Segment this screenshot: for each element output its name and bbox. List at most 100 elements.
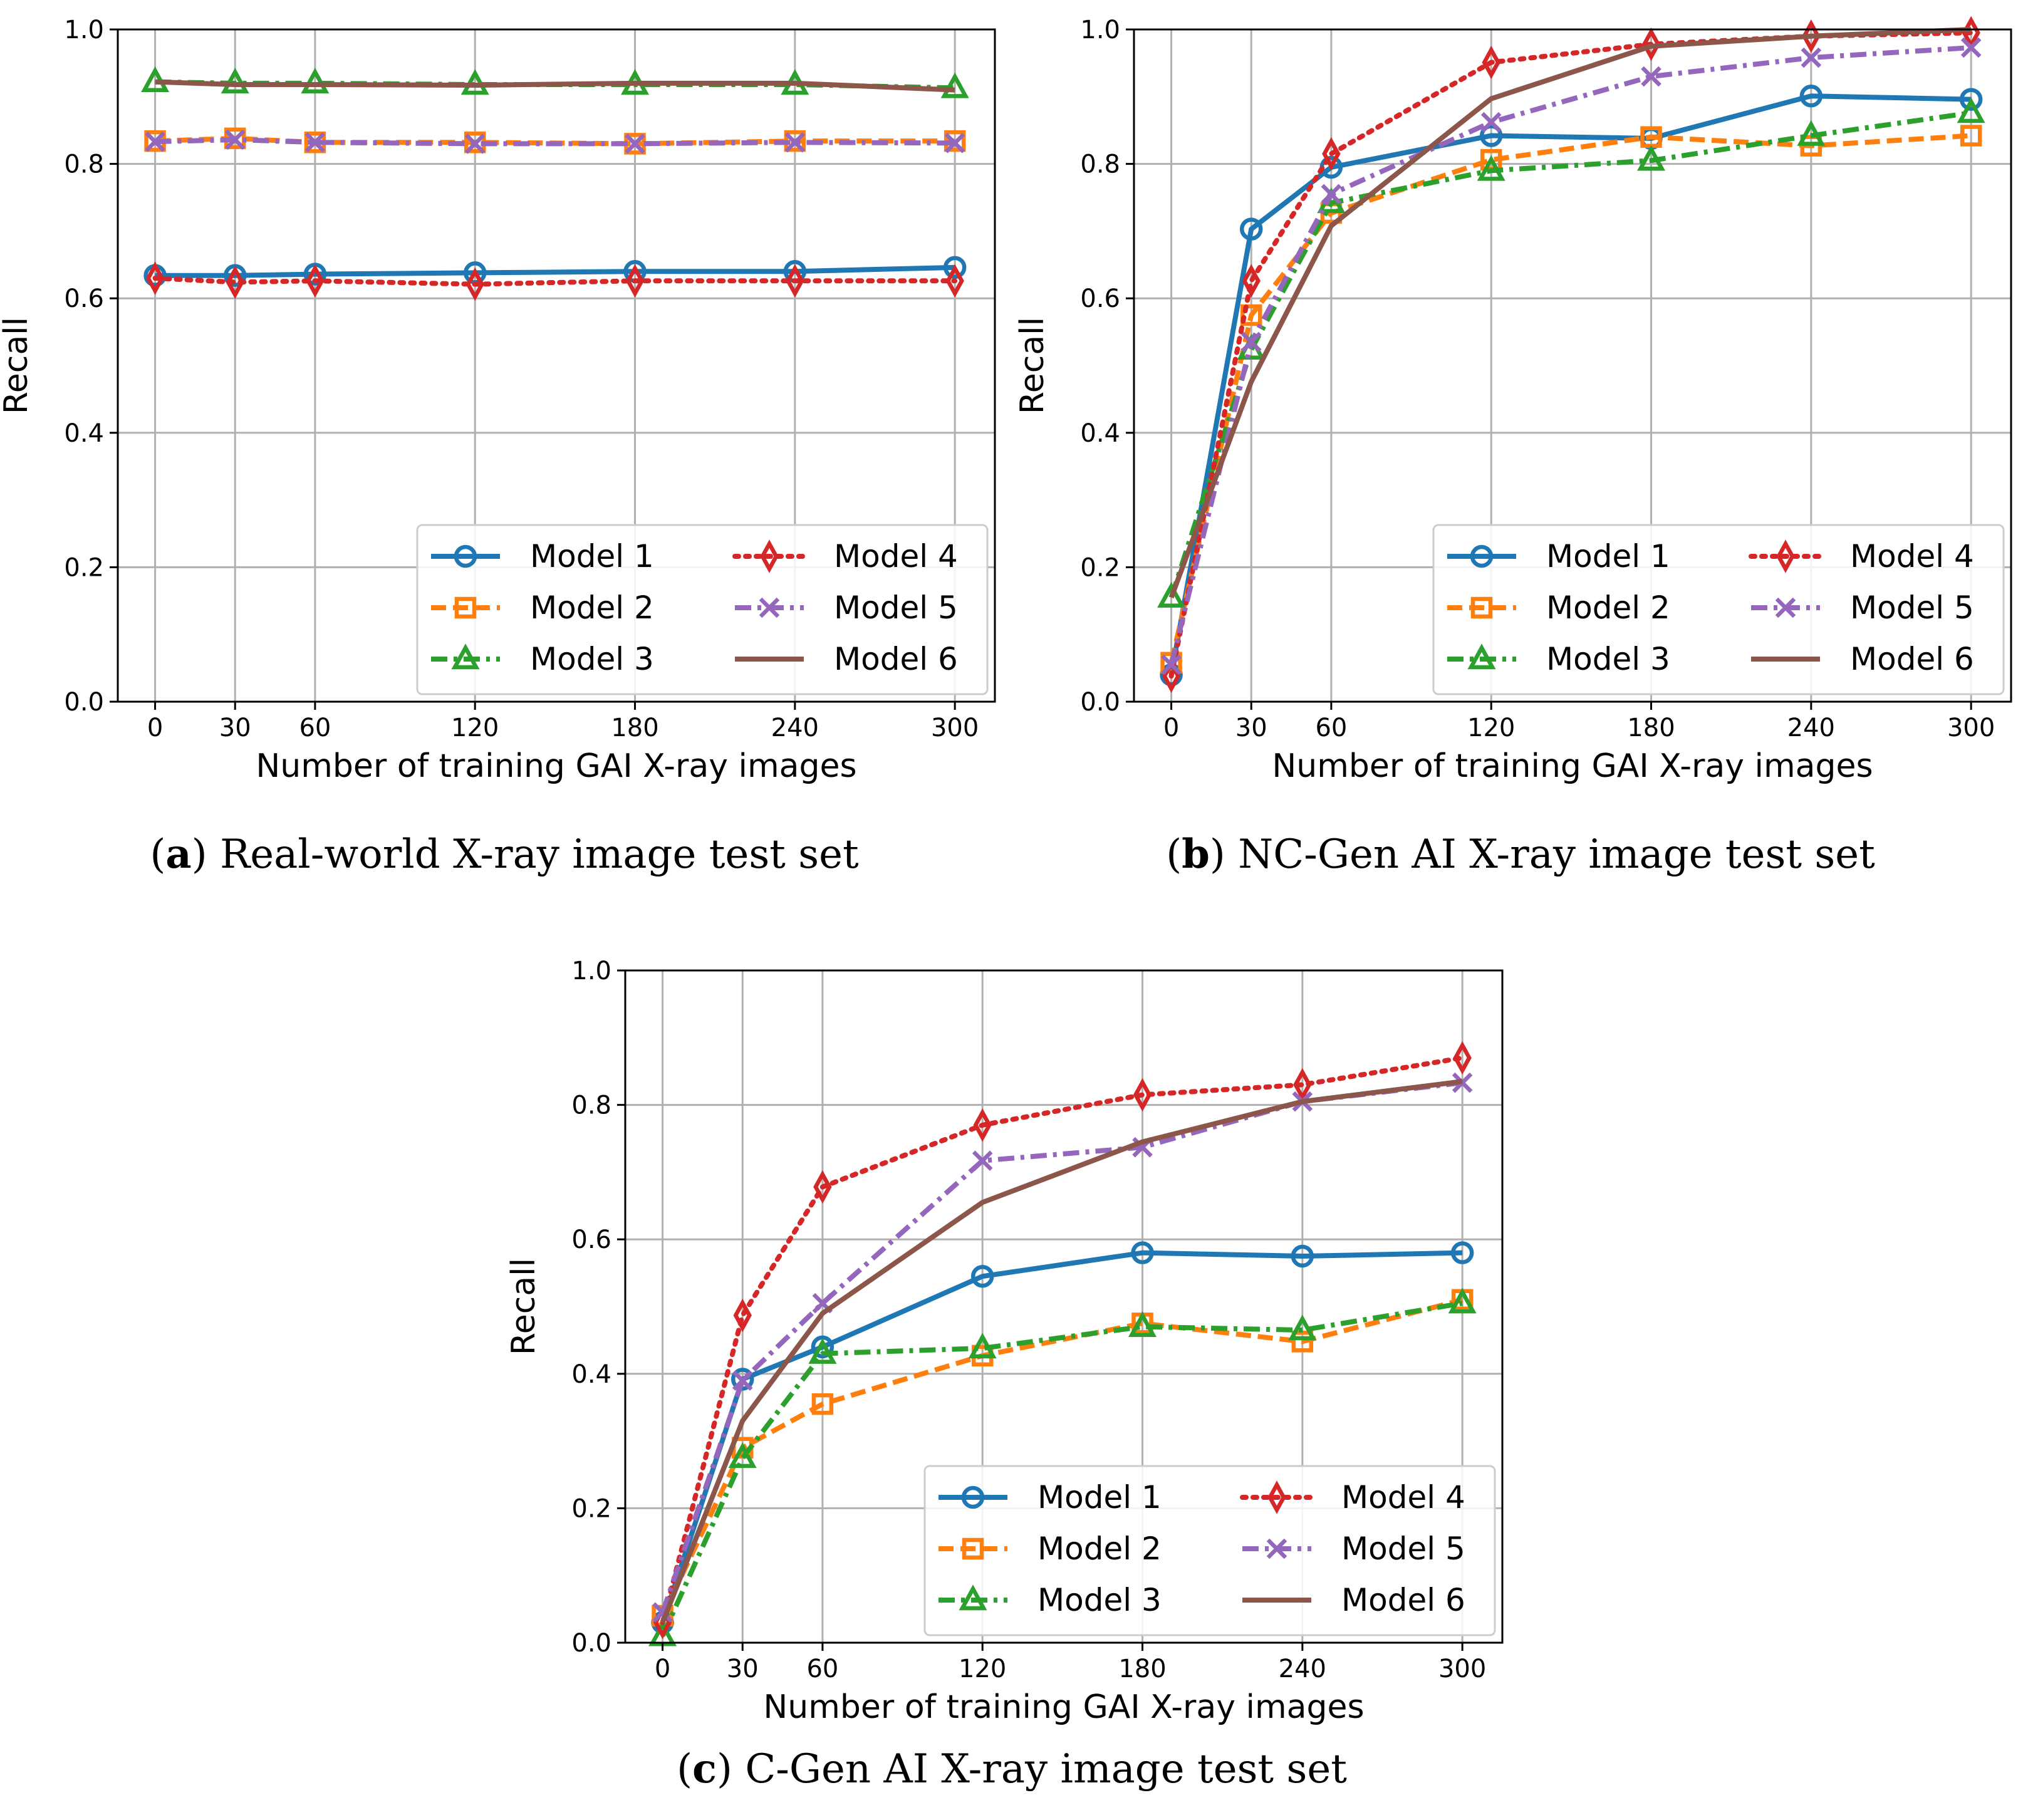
plot-frame	[624, 969, 1504, 1644]
data-point-model-5	[224, 129, 246, 150]
legend-marker-model-4	[1776, 539, 1795, 573]
data-point-model-4	[145, 261, 165, 295]
data-point-model-5	[784, 132, 806, 153]
data-point-model-5	[464, 133, 486, 154]
data-point-model-5	[972, 1150, 993, 1171]
x-axis-title: Number of training GAI X-ray images	[1272, 747, 1873, 785]
y-tick-label: 0.4	[571, 1360, 611, 1389]
caption-text: Real-world X-ray image test set	[220, 831, 859, 878]
y-tick-label: 0.0	[64, 688, 104, 717]
caption-letter: c	[692, 1745, 717, 1792]
legend-marker-model-2	[454, 596, 477, 619]
data-point-model-3	[1157, 581, 1186, 608]
data-point-model-5	[1960, 37, 1982, 58]
x-tick-label: 60	[806, 1655, 838, 1683]
legend-label-model-2: Model 2	[1546, 590, 1670, 626]
legend-label-model-3: Model 3	[1546, 641, 1670, 677]
legend-marker-model-2	[1470, 596, 1493, 619]
caption: (b) NC-Gen AI X-ray image test set	[1166, 831, 1875, 878]
data-point-model-4	[1641, 27, 1661, 61]
x-tick-label: 30	[219, 714, 251, 742]
data-point-model-5	[732, 1370, 753, 1391]
x-tick-label: 60	[1315, 714, 1347, 742]
legend-marker-model-1	[961, 1485, 985, 1509]
legend-marker-model-4	[1267, 1480, 1286, 1514]
caption-paren-open: (	[1166, 831, 1182, 878]
plot-frame	[1133, 28, 2012, 703]
legend: Model 1 Model 2 Model 3 Model 4 Model 5 Model…	[416, 524, 989, 695]
series-line-model-1	[1168, 93, 1972, 675]
legend-box	[923, 1465, 1496, 1636]
data-point-model-4	[1453, 1041, 1472, 1075]
y-tick-label: 0.0	[1080, 688, 1120, 717]
y-axis-title: Recall	[1014, 317, 1051, 414]
data-point-model-5	[1161, 654, 1182, 675]
y-axis-title: Recall	[0, 317, 35, 414]
data-point-model-5	[944, 133, 965, 153]
legend: Model 1 Model 2 Model 3 Model 4 Model 5 Model…	[1432, 524, 2005, 695]
legend-label-model-1: Model 1	[530, 538, 654, 575]
legend-marker-model-3	[1467, 643, 1496, 670]
legend-label-model-3: Model 3	[530, 641, 654, 677]
caption-paren-close: )	[717, 1746, 745, 1792]
caption-paren-open: (	[677, 1746, 692, 1792]
data-point-model-5	[1240, 331, 1262, 353]
data-point-model-1	[1239, 217, 1263, 241]
data-point-model-4	[625, 264, 645, 298]
data-point-model-1	[731, 1368, 754, 1391]
legend-label-model-1: Model 1	[1037, 1479, 1162, 1516]
data-point-model-1	[943, 256, 967, 279]
x-tick-label: 30	[1235, 714, 1267, 742]
legend-label-model-6: Model 6	[834, 641, 958, 677]
legend-label-model-2: Model 2	[530, 590, 654, 626]
data-point-model-5	[625, 133, 645, 154]
x-tick-label: 240	[771, 714, 819, 742]
data-point-model-4	[1242, 264, 1261, 298]
data-point-model-4	[1293, 1068, 1312, 1102]
legend-label-model-5: Model 5	[1850, 590, 1974, 626]
y-tick-label: 1.0	[64, 16, 104, 44]
data-point-model-3	[1477, 155, 1505, 181]
data-point-model-1	[1959, 88, 1983, 111]
x-tick-label: 60	[299, 714, 331, 742]
y-tick-label: 1.0	[571, 957, 611, 985]
data-point-model-4	[973, 1108, 992, 1142]
x-tick-label: 0	[655, 1655, 670, 1683]
plot-frame	[117, 28, 996, 703]
x-tick-label: 120	[1467, 714, 1515, 742]
data-point-model-3	[221, 68, 249, 94]
data-point-model-4	[813, 1170, 832, 1204]
y-tick-label: 1.0	[1080, 16, 1120, 44]
legend-marker-model-3	[451, 643, 480, 670]
caption: (c) C-Gen AI X-ray image test set	[677, 1745, 1347, 1792]
legend-marker-model-3	[959, 1584, 987, 1611]
data-point-model-1	[1131, 1241, 1154, 1264]
chart-b: 0 30 60 120 180 240 300 0.0 0.2 0.4 0.6 0.8 1.0 Numbe…	[1014, 16, 2012, 878]
y-tick-label: 0.8	[571, 1091, 611, 1120]
data-point-model-5	[304, 132, 326, 153]
legend-label-model-2: Model 2	[1037, 1531, 1162, 1567]
x-tick-label: 120	[451, 714, 499, 742]
data-point-model-1	[970, 1264, 994, 1288]
y-tick-label: 0.6	[571, 1225, 611, 1254]
series-line-model-3	[1168, 110, 1972, 598]
data-point-model-5	[145, 131, 165, 152]
data-point-model-3	[808, 1338, 837, 1364]
data-point-model-1	[1479, 124, 1503, 147]
caption-paren-close: )	[1210, 831, 1238, 878]
caption-text: NC-Gen AI X-ray image test set	[1238, 831, 1875, 878]
x-tick-label: 300	[1438, 1655, 1486, 1683]
data-point-model-3	[1448, 1287, 1477, 1314]
data-point-model-4	[786, 264, 804, 298]
series-line-model-6	[155, 79, 955, 93]
data-point-model-1	[811, 1335, 835, 1359]
data-point-model-3	[728, 1442, 757, 1469]
data-point-model-2	[1960, 125, 1982, 147]
series-line-model-3	[660, 1301, 1463, 1637]
series-line-model-6	[1168, 27, 1972, 599]
x-tick-label: 30	[727, 1655, 759, 1683]
x-tick-label: 300	[931, 714, 979, 742]
data-point-model-3	[1288, 1314, 1317, 1341]
x-tick-label: 240	[1787, 714, 1835, 742]
legend-marker-model-5	[1775, 597, 1796, 618]
